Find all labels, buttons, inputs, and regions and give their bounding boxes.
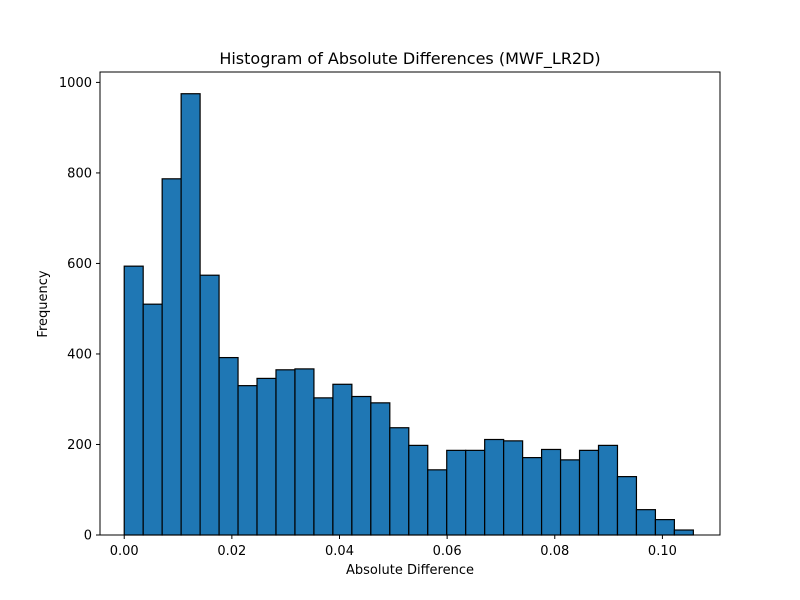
histogram-bar (559, 459, 581, 536)
histogram-bar (484, 438, 505, 536)
histogram-bar (597, 444, 619, 536)
histogram-bar (256, 377, 277, 536)
histogram-bar (446, 449, 467, 536)
y-axis-label: Frequency (36, 270, 51, 337)
histogram-bar (389, 427, 410, 536)
histogram-bar (275, 369, 296, 536)
x-axis-ticks: 0.00 0.02 0.04 0.06 0.08 0.10 (110, 535, 677, 559)
histogram-bar (123, 265, 144, 536)
histogram-bar (673, 529, 694, 536)
histogram-bar (351, 395, 372, 536)
x-tick-label: 0.02 (217, 544, 246, 559)
histogram-bar (199, 274, 220, 536)
y-tick-label: 200 (67, 438, 92, 453)
histogram-bar (370, 402, 391, 536)
y-tick-label: 0 (84, 529, 92, 544)
x-tick-label: 0.08 (540, 544, 569, 559)
histogram-bar (654, 519, 675, 536)
x-tick-label: 0.06 (433, 544, 462, 559)
y-tick-label: 800 (67, 166, 92, 181)
histogram-bar (408, 444, 429, 536)
histogram-bar (161, 178, 182, 536)
y-axis-ticks: 0 200 400 600 800 1000 (59, 76, 100, 544)
histogram-bar (237, 385, 258, 536)
x-axis-label: Absolute Difference (346, 563, 474, 578)
histogram-bar (503, 440, 524, 536)
histogram-bar (616, 476, 638, 536)
histogram-bar (522, 457, 543, 536)
y-tick-label: 600 (67, 257, 92, 272)
histogram-bar (578, 449, 600, 536)
chart-title: Histogram of Absolute Differences (MWF_L… (219, 49, 600, 69)
histogram-bar (635, 509, 657, 536)
histogram-bar (332, 383, 353, 536)
histogram-bar (180, 93, 201, 536)
histogram-bar (313, 397, 334, 536)
x-tick-label: 0.10 (648, 544, 677, 559)
plot-frame (99, 71, 721, 536)
histogram-bar (465, 449, 486, 536)
histogram-bar (427, 469, 448, 536)
y-tick-label: 400 (67, 347, 92, 362)
y-tick-label: 1000 (59, 76, 92, 91)
histogram-bar (218, 356, 239, 536)
x-tick-label: 0.04 (325, 544, 354, 559)
histogram-bar (294, 368, 315, 536)
bars-group (123, 93, 694, 536)
histogram-bar (540, 448, 562, 536)
x-tick-label: 0.00 (110, 544, 139, 559)
histogram-bar (142, 303, 163, 536)
